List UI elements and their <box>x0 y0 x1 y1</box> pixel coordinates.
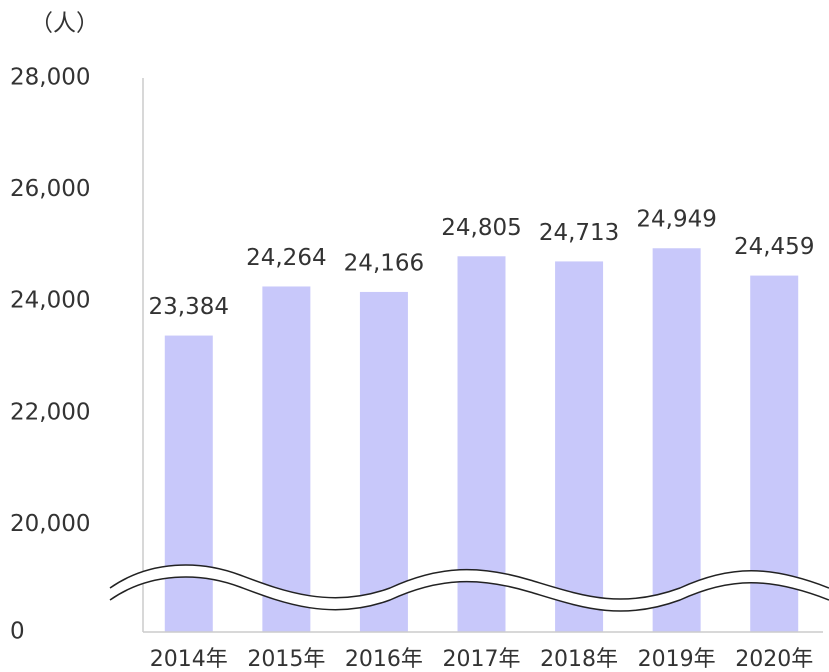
x-tick-label: 2017年 <box>443 647 521 672</box>
bar <box>262 286 311 632</box>
x-tick-label: 2016年 <box>345 647 423 672</box>
value-label: 24,949 <box>636 207 716 233</box>
y-tick-label: 0 <box>10 619 25 645</box>
bar <box>359 291 408 632</box>
value-label: 23,384 <box>149 294 229 320</box>
value-label: 24,805 <box>441 215 521 241</box>
value-label: 24,459 <box>734 234 814 260</box>
bar <box>652 248 701 633</box>
x-tick-label: 2019年 <box>638 647 716 672</box>
value-label: 24,264 <box>246 245 326 271</box>
x-tick-label: 2014年 <box>150 647 228 672</box>
y-tick-label: 24,000 <box>10 288 90 314</box>
x-tick-label: 2015年 <box>247 647 325 672</box>
value-label: 24,166 <box>344 250 424 276</box>
axis-break <box>109 564 829 612</box>
value-label: 24,713 <box>539 220 619 246</box>
x-tick-label: 2018年 <box>540 647 618 672</box>
bar <box>164 335 213 632</box>
y-tick-label: 26,000 <box>10 176 90 202</box>
plot-area: 0 20,000 22,000 24,000 26,000 28,000 2014年 23,3… <box>10 65 823 672</box>
y-tick-label: 28,000 <box>10 65 90 91</box>
y-tick-label: 22,000 <box>10 399 90 425</box>
unit-label: （人） <box>30 11 99 37</box>
bar <box>555 261 604 632</box>
y-tick-label: 20,000 <box>10 511 90 537</box>
x-tick-label: 2020年 <box>735 647 813 672</box>
